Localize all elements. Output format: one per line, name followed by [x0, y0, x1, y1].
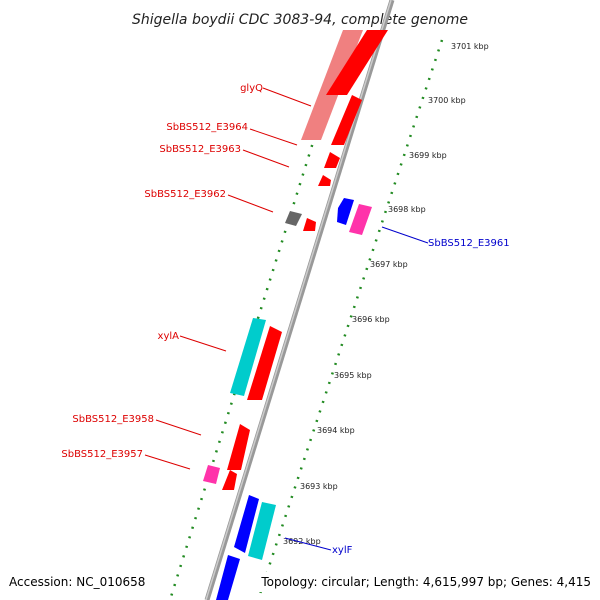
scale-label-3694: 3694 kbp [317, 426, 355, 435]
gene-label-SbBS512-E3964[interactable]: SbBS512_E3964 [166, 122, 248, 133]
feature-grey-block[interactable] [285, 211, 302, 226]
scale-label-3697: 3697 kbp [370, 260, 408, 269]
topology-text: Topology: circular; Length: 4,615,997 bp… [260, 575, 591, 589]
feature-magenta-E3961[interactable] [349, 204, 372, 235]
leader-line-SbBS512-E3958 [155, 419, 202, 436]
scale-label-3695: 3695 kbp [334, 371, 372, 380]
gene-reverse-lower[interactable] [216, 555, 240, 600]
gene-SbBS512-E3962[interactable] [303, 218, 316, 231]
scale-label-3698: 3698 kbp [388, 205, 426, 214]
gene-glyQ-upper-block[interactable] [326, 30, 388, 95]
gene-glyQ-pink-block[interactable] [301, 30, 363, 140]
genome-backbone [204, 0, 395, 600]
leader-line-SbBS512-E3957 [144, 454, 191, 470]
leader-line-SbBS512-E3961 [381, 226, 429, 244]
reverse-strand-tick-track [256, 39, 444, 600]
scale-label-3696: 3696 kbp [352, 315, 390, 324]
gene-label-SbBS512-E3963[interactable]: SbBS512_E3963 [159, 144, 241, 155]
scale-label-3701: 3701 kbp [451, 42, 489, 51]
gene-label-glyQ[interactable]: glyQ [240, 83, 263, 94]
leader-line-SbBS512-E3964 [249, 128, 298, 146]
gene-xylA[interactable] [247, 326, 282, 400]
leader-line-SbBS512-E3962 [227, 194, 274, 213]
gene-label-SbBS512-E3962[interactable]: SbBS512_E3962 [144, 189, 226, 200]
gene-small-forward[interactable] [318, 175, 331, 186]
feature-cyan-xylA[interactable] [230, 318, 266, 396]
footer-backdrop-left [4, 572, 146, 592]
leader-line-xylF [284, 537, 332, 551]
gene-label-SbBS512-E3958[interactable]: SbBS512_E3958 [72, 414, 154, 425]
gene-label-SbBS512-E3957[interactable]: SbBS512_E3957 [61, 449, 143, 460]
gene-labels: glyQ SbBS512_E3964 SbBS512_E3963 SbBS512… [61, 83, 509, 556]
gene-label-xylF[interactable]: xylF [332, 545, 353, 556]
map-title: Shigella boydii CDC 3083-94, complete ge… [132, 12, 468, 28]
gene-SbBS512-E3963[interactable] [324, 152, 340, 168]
scale-label-3700: 3700 kbp [428, 96, 466, 105]
gene-SbBS512-E3957[interactable] [222, 470, 237, 490]
leader-line-SbBS512-E3963 [242, 149, 290, 168]
gene-SbBS512-E3958[interactable] [227, 424, 250, 470]
feature-magenta-E3957[interactable] [203, 465, 220, 484]
scale-labels: 3701 kbp 3700 kbp 3699 kbp 3698 kbp 3697… [283, 42, 489, 546]
gene-xylF[interactable] [234, 495, 259, 553]
genome-backbone-highlight [205, 0, 392, 600]
scale-label-3692: 3692 kbp [283, 537, 321, 546]
gene-SbBS512-E3964[interactable] [331, 95, 362, 145]
scale-label-3693: 3693 kbp [300, 482, 338, 491]
map-body: 3701 kbp 3700 kbp 3699 kbp 3698 kbp 3697… [61, 0, 510, 600]
leader-line-glyQ [262, 87, 312, 107]
gene-label-SbBS512-E3961[interactable]: SbBS512_E3961 [428, 238, 510, 249]
footer-backdrop-right [258, 572, 596, 592]
leader-line-xylA [179, 335, 227, 352]
gene-label-xylA[interactable]: xylA [158, 331, 180, 342]
feature-cyan-xylF[interactable] [248, 502, 276, 560]
accession-text: Accession: NC_010658 [9, 575, 145, 589]
gene-SbBS512-E3961[interactable] [337, 198, 354, 225]
scale-label-3699: 3699 kbp [409, 151, 447, 160]
